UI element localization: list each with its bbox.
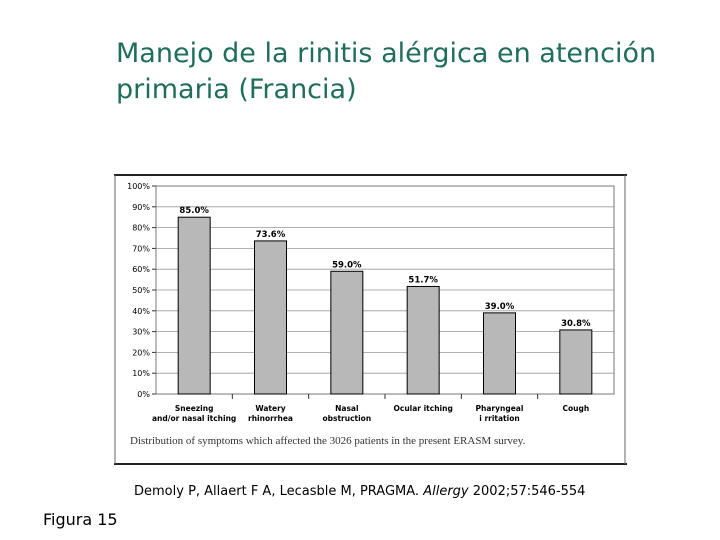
citation-journal: Allergy [423,484,469,499]
x-category-label: i rritation [479,414,519,423]
x-category-label: obstruction [322,414,371,423]
bar-data-label: 73.6% [256,230,286,240]
y-tick-label: 60% [132,265,150,274]
y-tick-label: 30% [132,328,150,337]
x-category-label: Nasal [335,404,358,413]
bar [406,285,440,395]
bar-data-label: 59.0% [332,260,362,270]
x-category-label: rhinorrhea [248,414,293,423]
chart-caption: Distribution of symptoms which affected … [130,435,526,447]
x-category-label: Sneezing [175,404,214,413]
y-tick-label: 50% [132,286,150,295]
y-tick-label: 80% [132,224,150,233]
y-tick-label: 100% [127,182,150,191]
bar-data-label: 30.8% [561,319,591,329]
bar [483,312,516,395]
citation-details: 2002;57:546-554 [472,484,586,499]
x-category-label: Pharyngeal [476,404,524,413]
x-category-label: Cough [562,404,589,413]
x-category-label: and/or nasal itching [152,414,236,423]
slide-title-line-2: primaria (Francia) [116,74,357,105]
citation: Demoly P, Allaert F A, Lecasble M, PRAGM… [134,484,585,499]
x-category-label: Watery [255,404,285,413]
figure-label: Figura 15 [43,510,118,529]
slide-title: Manejo de la rinitis alérgica en atenció… [116,36,706,108]
y-tick-label: 20% [132,348,150,357]
bar-data-label: 39.0% [485,302,515,312]
bar [330,270,364,395]
bar [559,329,593,395]
y-tick-label: 0% [137,390,150,399]
bar-chart: 0% 10% 20% 30% 40% 50% 60% 70% 80% 90% 100% 85.0% Sn… [114,174,627,465]
bar [177,216,211,395]
citation-authors: Demoly P, Allaert F A, Lecasble M, PRAGM… [134,484,420,499]
y-tick-label: 70% [132,244,150,253]
bar-data-label: 85.0% [179,206,209,216]
bar [254,240,287,395]
y-tick-label: 40% [132,307,150,316]
slide-title-line-1: Manejo de la rinitis alérgica en atenció… [116,38,657,69]
bar-data-label: 51.7% [408,275,438,285]
y-tick-label: 10% [132,369,150,378]
chart-figure: 0% 10% 20% 30% 40% 50% 60% 70% 80% 90% 100% 85.0% Sn… [114,172,627,466]
y-tick-label: 90% [132,203,150,212]
x-category-label: Ocular itching [394,404,453,413]
